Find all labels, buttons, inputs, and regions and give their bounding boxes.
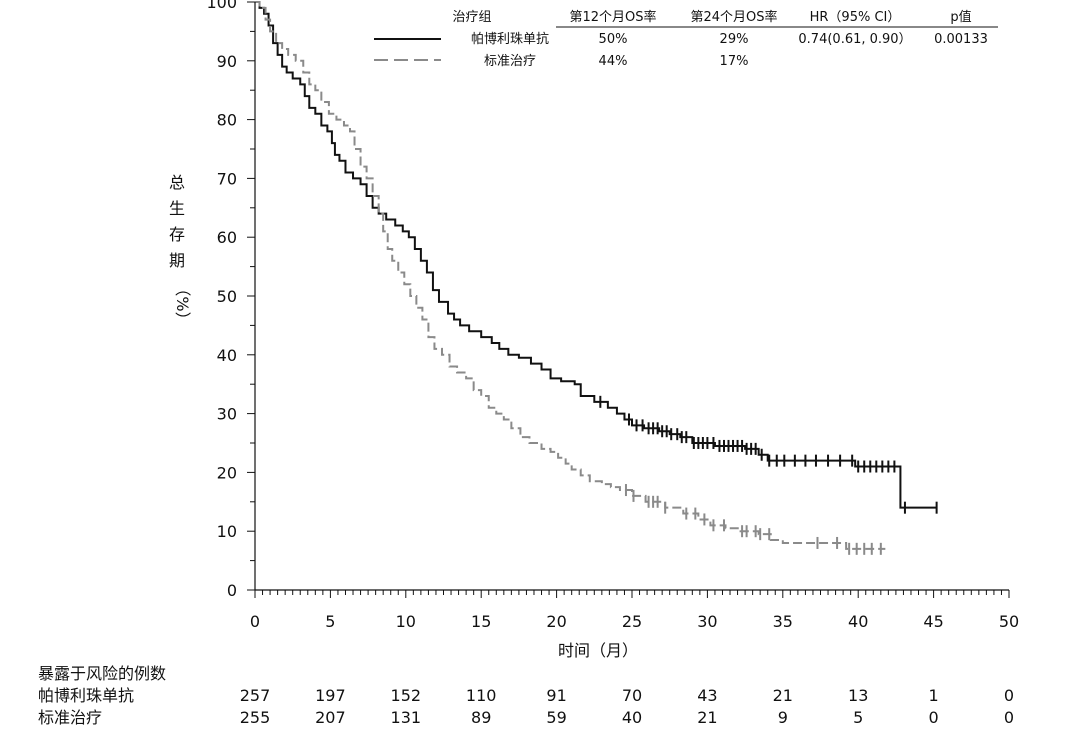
x-tick-label: 0 [250, 612, 260, 631]
legend-header-os24: 第24个月OS率 [690, 9, 777, 25]
risk-value-standard: 5 [853, 708, 863, 727]
legend-name-pembrolizumab: 帕博利珠单抗 [471, 32, 549, 47]
legend-name-standard: 标准治疗 [484, 54, 536, 69]
risk-value-pembrolizumab: 21 [773, 686, 793, 705]
curve-pembrolizumab [255, 1, 937, 509]
ylabel-unit: （%） [173, 280, 192, 327]
y-tick-label: 50 [217, 287, 237, 306]
y-tick-label: 0 [227, 581, 237, 600]
risk-value-pembrolizumab: 43 [697, 686, 717, 705]
risk-value-standard: 207 [315, 708, 346, 727]
y-tick-label: 100 [206, 0, 237, 12]
legend-header-p: p值 [950, 9, 971, 25]
risk-value-pembrolizumab: 110 [466, 686, 497, 705]
risk-value-standard: 59 [546, 708, 566, 727]
risk-value-standard: 9 [778, 708, 788, 727]
x-ticks: 0 5 10 15 20 25 30 35 40 45 50 [250, 590, 1019, 631]
x-tick-label: 20 [546, 612, 566, 631]
x-tick-label: 45 [923, 612, 943, 631]
x-tick-label: 10 [396, 612, 416, 631]
y-tick-label: 90 [217, 52, 237, 71]
ylabel-char-1: 总 [169, 173, 185, 192]
risk-value-pembrolizumab: 152 [391, 686, 422, 705]
risk-value-standard: 131 [391, 708, 422, 727]
risk-value-standard: 40 [622, 708, 642, 727]
risk-value-standard: 89 [471, 708, 491, 727]
x-axis-title: 时间（月） [558, 641, 638, 660]
risk-table: 暴露于风险的例数 帕博利珠单抗 标准治疗 257 197 152 110 91 70 43 2… [38, 664, 1014, 727]
x-tick-label: 35 [773, 612, 793, 631]
ylabel-char-3: 存 [169, 225, 185, 244]
y-tick-label: 20 [217, 463, 237, 482]
axes: 0 10 20 30 40 50 60 70 80 90 100 0 5 10 15 20 25 30 35 40 4… [206, 0, 1019, 631]
legend-header-hr: HR（95% CI） [810, 10, 901, 25]
x-tick-label: 25 [622, 612, 642, 631]
x-tick-label: 40 [848, 612, 868, 631]
legend-os24-standard: 17% [720, 54, 749, 69]
y-tick-label: 30 [217, 405, 237, 424]
risk-value-standard: 255 [240, 708, 271, 727]
ylabel-char-4: 期 [169, 251, 185, 270]
risk-value-pembrolizumab: 91 [546, 686, 566, 705]
legend: 治疗组 第12个月OS率 第24个月OS率 HR（95% CI） p值 帕博利珠… [374, 9, 998, 69]
y-ticks: 0 10 20 30 40 50 60 70 80 90 100 [206, 0, 255, 600]
risk-row-label-standard: 标准治疗 [38, 708, 102, 727]
legend-p-pembrolizumab: 0.00133 [934, 32, 988, 47]
risk-value-pembrolizumab: 1 [929, 686, 939, 705]
y-tick-label: 70 [217, 169, 237, 188]
x-tick-label: 50 [999, 612, 1019, 631]
legend-os12-pembrolizumab: 50% [599, 32, 628, 47]
legend-os24-pembrolizumab: 29% [720, 32, 749, 47]
risk-value-pembrolizumab: 70 [622, 686, 642, 705]
x-tick-label: 5 [325, 612, 335, 631]
y-axis-title: 总 生 存 期 （%） [169, 173, 192, 328]
curve-standard [255, 1, 886, 550]
legend-header-group: 治疗组 [452, 10, 491, 25]
x-tick-label: 15 [471, 612, 491, 631]
risk-value-pembrolizumab: 257 [240, 686, 271, 705]
risk-value-pembrolizumab: 0 [1004, 686, 1014, 705]
y-tick-label: 10 [217, 522, 237, 541]
risk-value-standard: 0 [929, 708, 939, 727]
legend-header-os12: 第12个月OS率 [569, 9, 656, 25]
risk-value-pembrolizumab: 13 [848, 686, 868, 705]
y-tick-label: 80 [217, 111, 237, 130]
ylabel-char-2: 生 [169, 199, 185, 218]
x-tick-label: 30 [697, 612, 717, 631]
risk-row-label-pembrolizumab: 帕博利珠单抗 [38, 686, 134, 705]
risk-value-standard: 0 [1004, 708, 1014, 727]
risk-value-standard: 21 [697, 708, 717, 727]
legend-hr-pembrolizumab: 0.74(0.61, 0.90） [798, 32, 911, 47]
legend-os12-standard: 44% [599, 54, 628, 69]
y-tick-label: 40 [217, 346, 237, 365]
y-tick-label: 60 [217, 228, 237, 247]
risk-value-pembrolizumab: 197 [315, 686, 346, 705]
plot-area [255, 1, 938, 555]
risk-table-title: 暴露于风险的例数 [38, 664, 166, 683]
